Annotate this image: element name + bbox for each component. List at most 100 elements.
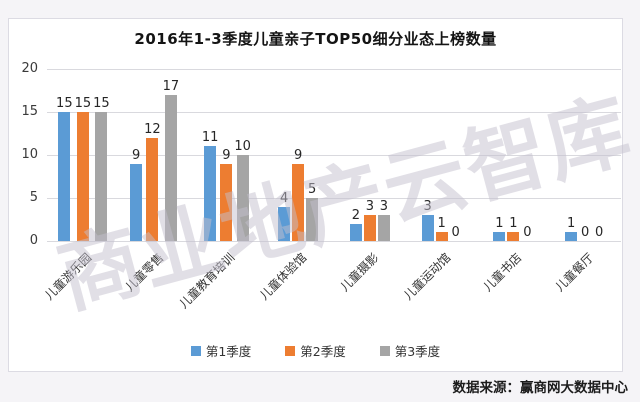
- legend-swatch-icon: [190, 345, 201, 356]
- bar-第3季度-儿童餐厅: 0: [593, 69, 605, 241]
- bar-value-label: 17: [162, 78, 180, 94]
- bar-value-label: 1: [566, 216, 576, 232]
- bar-value-label: 15: [93, 96, 110, 111]
- bar-rect: [377, 215, 390, 241]
- bar-第1季度-儿童书店: 1: [493, 69, 506, 241]
- bar-第3季度-儿童书店: 0: [521, 69, 533, 241]
- x-axis-label-6: 儿童运动馆: [400, 250, 453, 303]
- bar-rect: [565, 232, 578, 241]
- x-axis-label-4: 儿童体验馆: [257, 250, 310, 303]
- bar-rect: [204, 146, 217, 241]
- bar-rect: [164, 94, 177, 241]
- bar-value-label: 1: [509, 216, 518, 232]
- bar-value-label: 10: [234, 139, 251, 154]
- x-axis-label-1: 儿童游乐园: [41, 250, 95, 303]
- bar-第2季度-儿童教育培训: 9: [220, 69, 233, 241]
- gridline-10: [47, 155, 621, 156]
- legend-item-第2季度: 第2季度: [285, 341, 346, 360]
- bar-value-label: 1: [437, 216, 446, 232]
- bar-第3季度-儿童摄影: 3: [377, 69, 390, 241]
- bar-value-label: 4: [279, 190, 289, 206]
- legend-item-第3季度: 第3季度: [379, 341, 441, 360]
- bar-第1季度-儿童体验馆: 4: [278, 69, 291, 241]
- gridline-5: [47, 198, 621, 199]
- bar-rect: [58, 112, 71, 241]
- y-tick-label-15: 15: [21, 104, 38, 119]
- bar-第3季度-儿童体验馆: 5: [306, 69, 319, 241]
- bar-value-label: 2: [351, 207, 361, 223]
- bar-第2季度-儿童游乐园: 15: [75, 69, 91, 241]
- bar-group-2: 9 12 17 儿童零售: [119, 69, 191, 294]
- y-tick-label-10: 10: [21, 147, 38, 162]
- bar-rect: [349, 223, 362, 241]
- plot-area: 0 5 10 15 20 15 15 15 儿童游乐园 9 12 17 儿童零售 11 9 10 儿童教育培训…: [21, 61, 621, 311]
- bar-value-label: 3: [423, 199, 432, 215]
- legend-label: 第2季度: [300, 344, 346, 359]
- bar-rect: [507, 232, 520, 241]
- bar-rect: [146, 137, 159, 241]
- bar-value-label: 9: [293, 147, 303, 163]
- bar-group-4: 4 9 5 儿童体验馆: [257, 69, 334, 303]
- bar-rect: [130, 163, 143, 241]
- bar-第1季度-儿童教育培训: 11: [201, 69, 219, 241]
- bar-group-5: 2 3 3 儿童摄影: [334, 69, 406, 294]
- bar-第2季度-儿童书店: 1: [507, 69, 520, 241]
- x-axis-label-2: 儿童零售: [122, 250, 166, 295]
- bar-value-label: 0: [580, 225, 590, 240]
- legend-label: 第3季度: [394, 344, 441, 359]
- bar-group-3: 11 9 10 儿童教育培训: [177, 69, 263, 311]
- bar-第3季度-儿童教育培训: 10: [234, 69, 251, 241]
- bar-第3季度-儿童运动馆: 0: [450, 69, 462, 241]
- legend-swatch-icon: [285, 345, 296, 356]
- legend-item-第1季度: 第1季度: [190, 341, 251, 360]
- x-axis-label-5: 儿童摄影: [337, 250, 382, 295]
- bar-value-label: 0: [451, 225, 460, 240]
- bar-group-6: 3 1 0 儿童运动馆: [401, 69, 478, 303]
- bar-value-label: 9: [131, 147, 141, 163]
- y-tick-label-0: 0: [29, 233, 38, 248]
- x-axis-label-8: 儿童餐厅: [552, 250, 597, 295]
- bar-value-label: 5: [307, 182, 317, 197]
- bar-value-label: 12: [144, 121, 161, 137]
- bar-value-label: 15: [56, 96, 73, 111]
- bar-value-label: 0: [594, 225, 604, 240]
- x-axis-label-7: 儿童书店: [480, 250, 525, 295]
- bar-group-8: 1 0 0 儿童餐厅: [549, 69, 621, 294]
- bar-group-7: 1 1 0 儿童书店: [478, 69, 550, 294]
- bar-第1季度-儿童餐厅: 1: [565, 69, 578, 241]
- bar-value-label: 1: [495, 216, 504, 232]
- bar-rect: [421, 215, 434, 241]
- bar-rect: [493, 232, 506, 241]
- bar-value-label: 3: [365, 199, 375, 215]
- bar-value-label: 3: [379, 199, 389, 215]
- y-tick-label-20: 20: [21, 61, 38, 76]
- x-axis-label-3: 儿童教育培训: [176, 250, 238, 312]
- gridline-20: [47, 69, 621, 70]
- bar-第1季度-儿童摄影: 2: [349, 69, 362, 241]
- bar-第2季度-儿童体验馆: 9: [292, 69, 305, 241]
- bar-第3季度-儿童游乐园: 15: [93, 69, 110, 241]
- bar-第3季度-儿童零售: 17: [162, 69, 180, 241]
- bar-第2季度-儿童零售: 12: [144, 69, 161, 241]
- legend: 第1季度 第2季度 第3季度: [9, 341, 622, 360]
- bar-rect: [76, 112, 89, 241]
- bar-value-label: 0: [523, 225, 532, 240]
- bar-groups: 15 15 15 儿童游乐园 9 12 17 儿童零售 11 9 10 儿童教育培训 4 9 5 儿童体验馆 2…: [42, 69, 621, 311]
- legend-swatch-icon: [379, 345, 390, 356]
- bar-value-label: 11: [201, 130, 219, 146]
- bar-rect: [363, 215, 376, 241]
- gridline-0: [47, 241, 621, 242]
- bar-第1季度-儿童运动馆: 3: [421, 69, 434, 241]
- bar-rect: [220, 163, 233, 241]
- bar-第1季度-儿童游乐园: 15: [56, 69, 73, 241]
- bar-rect: [306, 198, 319, 241]
- bar-group-1: 15 15 15 儿童游乐园: [42, 69, 119, 303]
- bar-第2季度-儿童运动馆: 1: [435, 69, 448, 241]
- bar-第1季度-儿童零售: 9: [130, 69, 143, 241]
- bar-rect: [292, 163, 305, 241]
- bar-rect: [435, 232, 448, 241]
- gridline-15: [47, 112, 621, 113]
- bar-第2季度-儿童餐厅: 0: [579, 69, 591, 241]
- data-source: 数据来源：赢商网大数据中心: [452, 380, 629, 396]
